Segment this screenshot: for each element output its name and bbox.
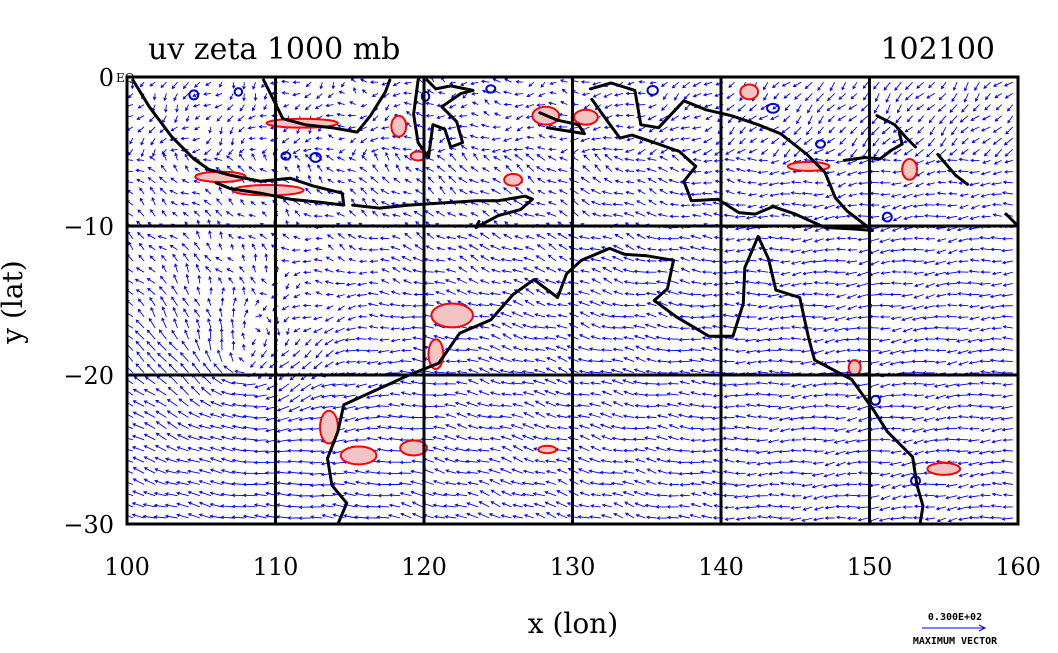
x-tick-label: 110 — [253, 553, 299, 581]
y-tick-label: −20 — [63, 362, 114, 390]
vector-legend-label: MAXIMUM VECTOR — [913, 636, 998, 647]
x-tick-label: 130 — [550, 553, 596, 581]
equator-label: EQ — [116, 71, 135, 85]
coastline-sulawesi — [412, 78, 475, 159]
vector-legend-arrowhead — [978, 624, 987, 632]
positive-vorticity-contour — [847, 359, 862, 376]
x-tick-label: 100 — [104, 553, 150, 581]
coastline-new-britain — [842, 130, 904, 162]
vector-legend: 0.300E+02 MAXIMUM VECTOR — [913, 612, 998, 647]
coastline-australia — [326, 234, 925, 524]
x-tick-label: 120 — [401, 553, 447, 581]
x-tick-label: 150 — [847, 553, 893, 581]
positive-vorticity-contours — [194, 83, 962, 476]
map-title: uv zeta 1000 mb — [148, 32, 400, 67]
plot-layer — [127, 77, 1018, 524]
coastline-san-cristobal — [1004, 212, 1018, 228]
gridlines — [127, 77, 1018, 524]
coastline-solomons — [936, 153, 969, 186]
coastline-new-guinea-australia — [588, 81, 874, 232]
x-tick-label: 160 — [995, 553, 1041, 581]
map-timestamp: 102100 — [880, 32, 995, 67]
negative-vorticity-contour — [646, 84, 659, 96]
negative-vorticity-contour — [280, 151, 292, 161]
positive-vorticity-contour — [786, 160, 831, 172]
negative-vorticity-contour — [881, 211, 893, 223]
coastline-lesser-sundas — [351, 194, 534, 229]
plot-frame — [125, 75, 1020, 526]
wind-vectors — [127, 77, 1014, 523]
positive-vorticity-contour — [537, 444, 558, 455]
x-tick-label: 140 — [698, 553, 744, 581]
positive-vorticity-contour — [926, 461, 962, 476]
coastline-borneo-south — [262, 78, 392, 134]
positive-vorticity-contour — [399, 439, 428, 457]
wind-vector-field — [127, 77, 1014, 523]
coastline-new-ireland — [875, 114, 917, 149]
negative-vorticity-contour — [869, 394, 881, 406]
positive-vorticity-contour — [901, 157, 919, 181]
negative-vorticity-contour — [233, 87, 244, 97]
negative-vorticity-contour — [815, 139, 826, 149]
negative-vorticity-contour — [766, 102, 780, 114]
x-axis-ticks: 100 110 120 130 140 150 160 — [104, 553, 1041, 581]
positive-vorticity-contour — [572, 108, 599, 126]
y-tick-label: 0 — [99, 64, 114, 92]
coastlines — [131, 78, 1018, 524]
y-axis-label: y (lat) — [0, 260, 29, 344]
y-tick-label: −10 — [63, 213, 114, 241]
y-axis-ticks: 0 −10 −20 −30 — [63, 64, 114, 539]
positive-vorticity-contour — [390, 114, 408, 138]
positive-vorticity-contour — [503, 172, 524, 187]
positive-vorticity-contour — [430, 302, 475, 329]
x-axis-label: x (lon) — [528, 607, 618, 640]
vector-legend-value: 0.300E+02 — [928, 612, 982, 623]
negative-vorticity-contour — [309, 151, 322, 163]
positive-vorticity-contour — [339, 445, 378, 466]
negative-vorticity-contour — [188, 89, 200, 101]
negative-vorticity-contour — [485, 84, 497, 94]
positive-vorticity-contour — [739, 83, 760, 101]
coastline-seram-moluccas — [538, 111, 586, 136]
y-tick-label: −30 — [63, 511, 114, 539]
